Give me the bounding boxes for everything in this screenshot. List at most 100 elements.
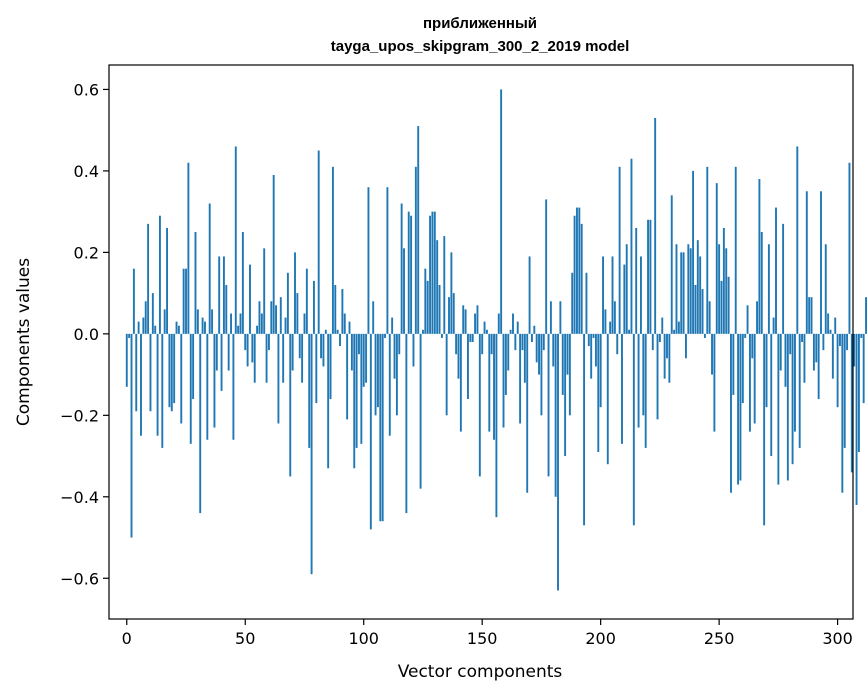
- bar: [481, 333, 484, 355]
- bar: [576, 207, 578, 334]
- x-tick-label: 150: [467, 629, 498, 648]
- bar: [573, 215, 576, 334]
- bar: [367, 187, 370, 334]
- bar: [495, 333, 498, 518]
- bar: [376, 333, 379, 408]
- bar: [500, 89, 503, 334]
- y-tick-label: −0.4: [60, 488, 99, 507]
- bar: [372, 301, 375, 334]
- bar: [158, 215, 161, 334]
- x-axis-ticks: 0 50 100 150 200 250 300: [122, 619, 853, 648]
- bar: [291, 333, 294, 371]
- bar: [350, 333, 353, 371]
- bar: [604, 309, 607, 334]
- bar: [272, 174, 275, 334]
- bar: [772, 317, 775, 334]
- bar: [663, 333, 666, 379]
- bar: [142, 317, 145, 334]
- bar: [737, 333, 740, 485]
- bar: [798, 333, 801, 448]
- bar: [298, 333, 301, 359]
- bar: [722, 227, 725, 334]
- bar: [187, 162, 190, 334]
- bar: [590, 333, 593, 379]
- bar: [213, 333, 216, 428]
- bar: [751, 333, 754, 359]
- bar: [727, 276, 730, 334]
- bar: [405, 333, 408, 514]
- bar: [469, 333, 472, 342]
- bar: [860, 333, 863, 338]
- y-tick-label: 0.6: [74, 80, 99, 99]
- bar: [246, 333, 249, 367]
- bar: [748, 333, 751, 432]
- bar: [471, 333, 474, 342]
- bar: [753, 333, 756, 424]
- bar: [322, 333, 325, 367]
- bar: [533, 325, 536, 334]
- bar: [637, 333, 640, 428]
- bar: [433, 211, 436, 334]
- bar: [564, 333, 567, 457]
- bar: [331, 166, 334, 334]
- bar: [215, 333, 218, 371]
- bar: [386, 187, 389, 334]
- bar: [438, 284, 441, 334]
- bar: [618, 166, 621, 334]
- bar: [249, 264, 251, 334]
- bar: [400, 203, 403, 334]
- bar: [834, 317, 837, 334]
- bar: [779, 333, 782, 371]
- bar: [334, 284, 337, 334]
- bar: [362, 333, 365, 387]
- bar: [843, 333, 846, 448]
- bar: [360, 333, 363, 444]
- bar: [578, 207, 581, 334]
- bar: [820, 191, 822, 334]
- bar: [369, 333, 372, 530]
- bar: [846, 333, 849, 351]
- bar: [211, 309, 214, 334]
- bar: [623, 264, 626, 334]
- bar: [497, 313, 500, 334]
- bar: [450, 252, 453, 334]
- bar: [258, 301, 261, 334]
- bar: [587, 333, 590, 347]
- bar: [201, 317, 204, 334]
- bar: [218, 256, 221, 334]
- bar: [412, 333, 415, 367]
- bar: [476, 305, 479, 334]
- bar: [308, 333, 311, 448]
- bar: [182, 268, 185, 334]
- bar: [161, 333, 164, 448]
- x-axis-label: Vector components: [398, 662, 563, 682]
- bar: [585, 272, 588, 334]
- bar: [602, 256, 604, 334]
- bar: [204, 321, 206, 334]
- x-tick-label: 200: [585, 629, 616, 648]
- bar: [452, 293, 455, 334]
- chart-title-line1: приближенный: [423, 15, 537, 32]
- bar: [855, 333, 858, 505]
- bar: [528, 256, 531, 334]
- bar: [756, 301, 758, 334]
- bar: [741, 333, 744, 404]
- bar: [289, 333, 292, 477]
- bar: [609, 321, 612, 334]
- bar: [720, 280, 723, 334]
- bar: [549, 301, 552, 334]
- bar: [649, 219, 652, 334]
- bar: [256, 325, 259, 334]
- bar: [718, 244, 721, 334]
- bar: [630, 158, 633, 334]
- bar: [857, 333, 860, 452]
- bar: [156, 333, 159, 436]
- bar: [301, 333, 304, 383]
- bar: [244, 333, 247, 351]
- bar: [343, 313, 346, 334]
- bar: [512, 313, 514, 334]
- bar: [521, 333, 524, 351]
- bar: [592, 333, 595, 338]
- bar: [616, 333, 619, 355]
